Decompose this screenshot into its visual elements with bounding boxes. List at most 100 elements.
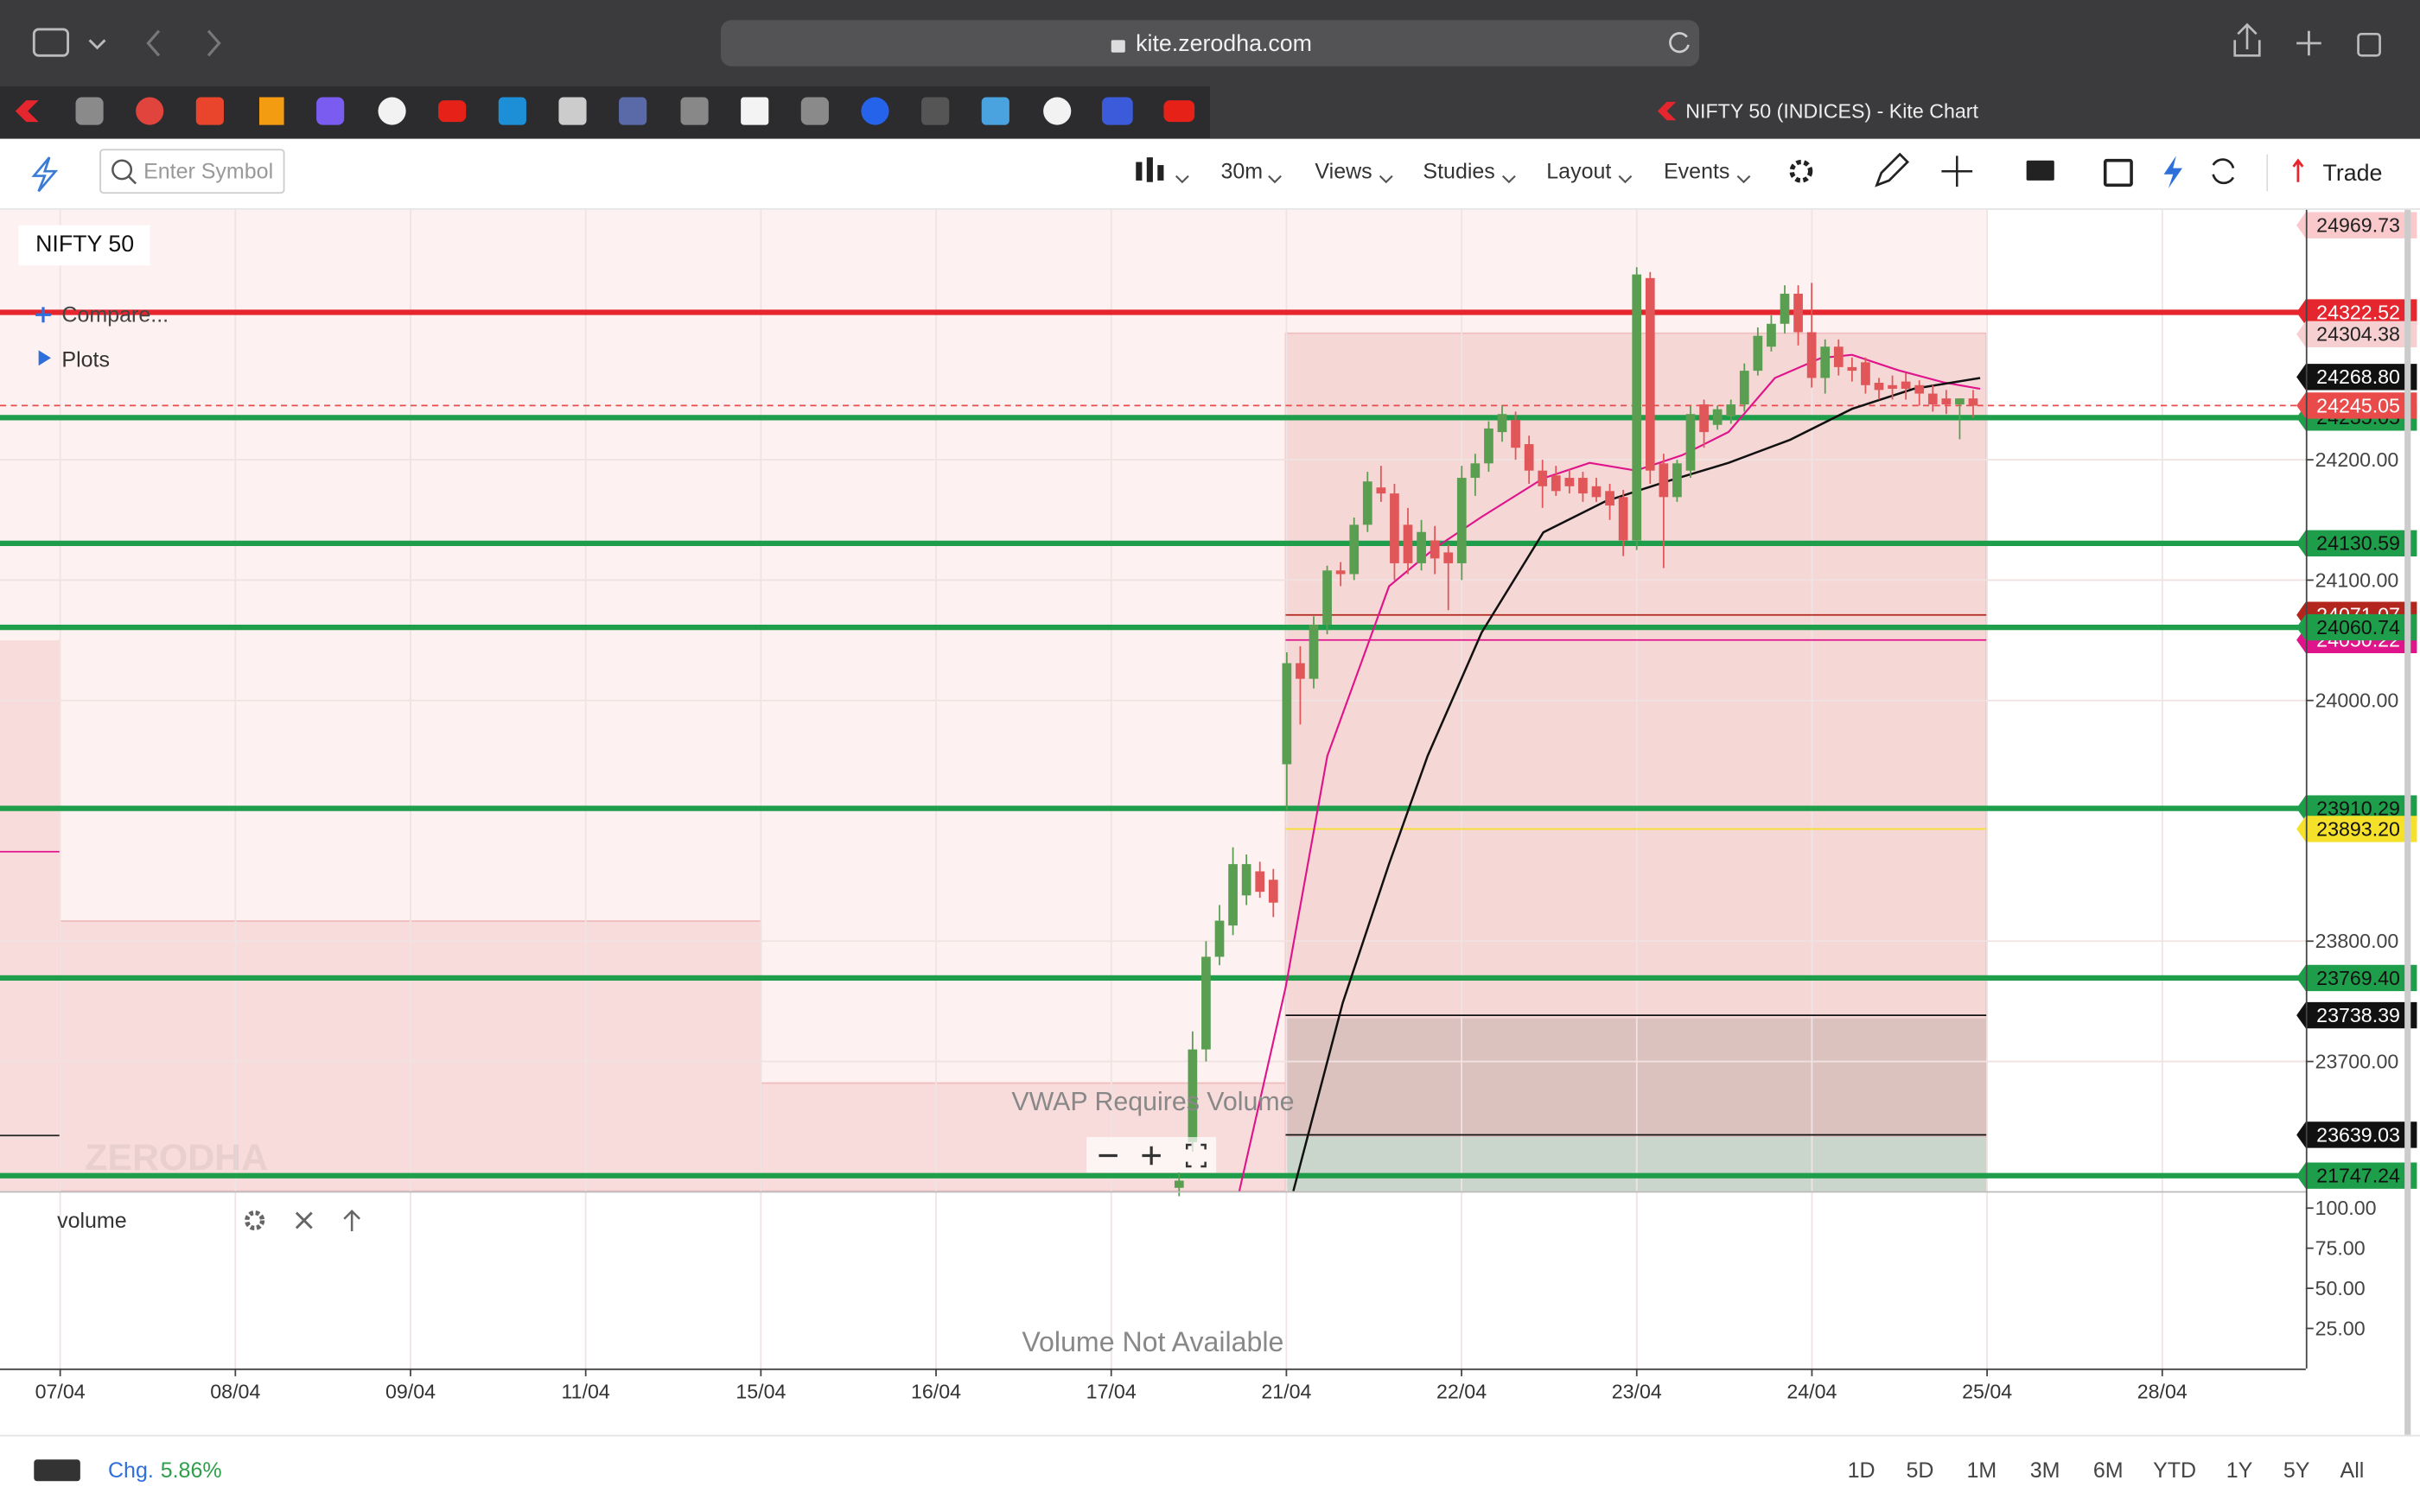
level-tag	[2296, 364, 2417, 391]
candle-body	[1914, 384, 1925, 394]
change-value: 5.86%	[161, 1458, 222, 1483]
moving-average	[1292, 377, 1981, 1191]
bookmark-icon[interactable]	[316, 97, 345, 125]
date-axis: 07/04 08/04 09/04 11/04 15/04 16/04 17/04 21/04…	[35, 1368, 2188, 1403]
kite-logo[interactable]	[31, 156, 59, 193]
bookmark-icon[interactable]	[1043, 97, 1072, 125]
range-button[interactable]: 6M	[2093, 1458, 2124, 1483]
bookmark-icon[interactable]	[800, 97, 829, 125]
crosshair-button[interactable]	[1941, 156, 1973, 187]
comment-button[interactable]	[2026, 160, 2054, 181]
range-button[interactable]: 5Y	[2283, 1458, 2310, 1483]
volume-settings[interactable]	[245, 1210, 265, 1231]
candle-body	[1390, 493, 1399, 563]
bookmark-icon[interactable]	[15, 100, 39, 123]
plots-button[interactable]: Plots	[61, 347, 110, 372]
interval-button[interactable]: 30m	[1221, 160, 1264, 184]
bookmark-icon[interactable]	[1102, 97, 1133, 125]
volume-close[interactable]	[295, 1211, 313, 1229]
x-tick-label: 15/04	[736, 1381, 786, 1403]
range-button[interactable]: YTD	[2153, 1458, 2196, 1483]
forward-button[interactable]	[207, 29, 221, 57]
bookmark-icon[interactable]	[981, 97, 1009, 125]
range-button[interactable]: 3M	[2030, 1458, 2060, 1483]
bookmark-icon[interactable]	[498, 97, 526, 125]
dropdown-caret	[1175, 175, 1189, 184]
volume-axis: 100.00 75.00 50.00 25.00	[2305, 1197, 2377, 1339]
level-lines	[0, 309, 2306, 1178]
chart-type-button[interactable]	[1136, 157, 1189, 184]
reload-button[interactable]	[1669, 32, 1690, 54]
settings-button[interactable]	[1789, 159, 1813, 183]
symbol-search[interactable]	[99, 149, 285, 194]
keyboard-button[interactable]	[34, 1459, 80, 1482]
bookmark-icon[interactable]	[558, 97, 587, 125]
range-button[interactable]: 5D	[1906, 1458, 1933, 1483]
candle-icon	[1157, 165, 1164, 181]
bookmark-icon[interactable]	[680, 97, 709, 125]
menu-button[interactable]: Studies	[1423, 160, 1494, 184]
address-bar[interactable]	[720, 20, 1700, 67]
compare-icon	[35, 307, 51, 323]
range-button[interactable]: 1M	[1966, 1458, 1996, 1483]
bookmark-icon[interactable]	[75, 97, 104, 125]
candle-body	[1833, 346, 1844, 367]
y-tick-label: 100.00	[2315, 1197, 2377, 1219]
dropdown-caret	[1618, 175, 1633, 184]
bookmark-icon[interactable]	[378, 97, 406, 125]
vwap-notice: VWAP Requires Volume	[1011, 1088, 1294, 1116]
trade-button[interactable]: Trade	[2323, 160, 2383, 186]
candle-body	[1564, 478, 1575, 486]
flash-button[interactable]	[2163, 156, 2182, 188]
bookmark-icon[interactable]	[438, 100, 467, 123]
zoom-in-button[interactable]	[1142, 1146, 1161, 1166]
y-tick-label: 24100.00	[2315, 569, 2399, 591]
symbol-box	[18, 225, 150, 266]
draw-button[interactable]	[1875, 152, 1910, 187]
back-button[interactable]	[146, 29, 161, 57]
bookmark-icon[interactable]	[741, 97, 769, 125]
level-tag	[2296, 816, 2417, 842]
level-tag	[2296, 299, 2417, 326]
active-tab[interactable]	[1210, 86, 2420, 139]
menu-button[interactable]: Layout	[1546, 160, 1611, 184]
volume-move-up[interactable]	[343, 1210, 360, 1231]
x-tick-label: 07/04	[35, 1381, 86, 1403]
tab-menu[interactable]	[88, 39, 106, 50]
new-tab-button[interactable]	[2296, 30, 2321, 56]
y-tick-label: 24200.00	[2315, 448, 2399, 471]
compare-button[interactable]: Compare...	[61, 303, 169, 327]
bookmark-icon[interactable]	[195, 97, 224, 125]
menu-button[interactable]: Events	[1664, 160, 1729, 184]
range-button[interactable]: 1Y	[2226, 1458, 2253, 1483]
menu-button[interactable]: Views	[1315, 160, 1372, 184]
candle-body	[1672, 463, 1682, 498]
dropdown-caret	[1379, 175, 1393, 184]
refresh-button[interactable]	[2212, 158, 2235, 185]
bookmark-icon[interactable]	[861, 97, 889, 125]
level-label: 21747.24	[2316, 1165, 2400, 1187]
bookmark-icon[interactable]	[619, 97, 647, 125]
y-tick-label: 24000.00	[2315, 689, 2399, 712]
candle-body	[1511, 420, 1520, 448]
bookmark-icon[interactable]	[921, 97, 950, 125]
bookmark-icon[interactable]	[136, 97, 164, 125]
candle-body	[1820, 346, 1831, 378]
bookmark-icon[interactable]	[259, 97, 284, 125]
candle-body	[1335, 570, 1346, 575]
bookmark-icon[interactable]	[1163, 100, 1195, 123]
sidebar-button[interactable]	[32, 28, 69, 57]
candle-body	[1726, 404, 1736, 417]
range-button[interactable]: 1D	[1848, 1458, 1876, 1483]
fullscreen-button[interactable]	[1185, 1143, 1207, 1168]
tabs-button[interactable]	[2357, 32, 2381, 57]
table-button[interactable]	[2103, 158, 2133, 187]
candle-body	[1632, 274, 1642, 541]
candle-body	[1443, 552, 1454, 563]
range-button[interactable]: All	[2340, 1458, 2365, 1483]
candle-body	[1417, 531, 1426, 563]
y-tick-label: 75.00	[2315, 1237, 2366, 1260]
share-button[interactable]	[2233, 22, 2261, 57]
candle-body	[1739, 371, 1749, 405]
toolbar	[0, 138, 2420, 210]
